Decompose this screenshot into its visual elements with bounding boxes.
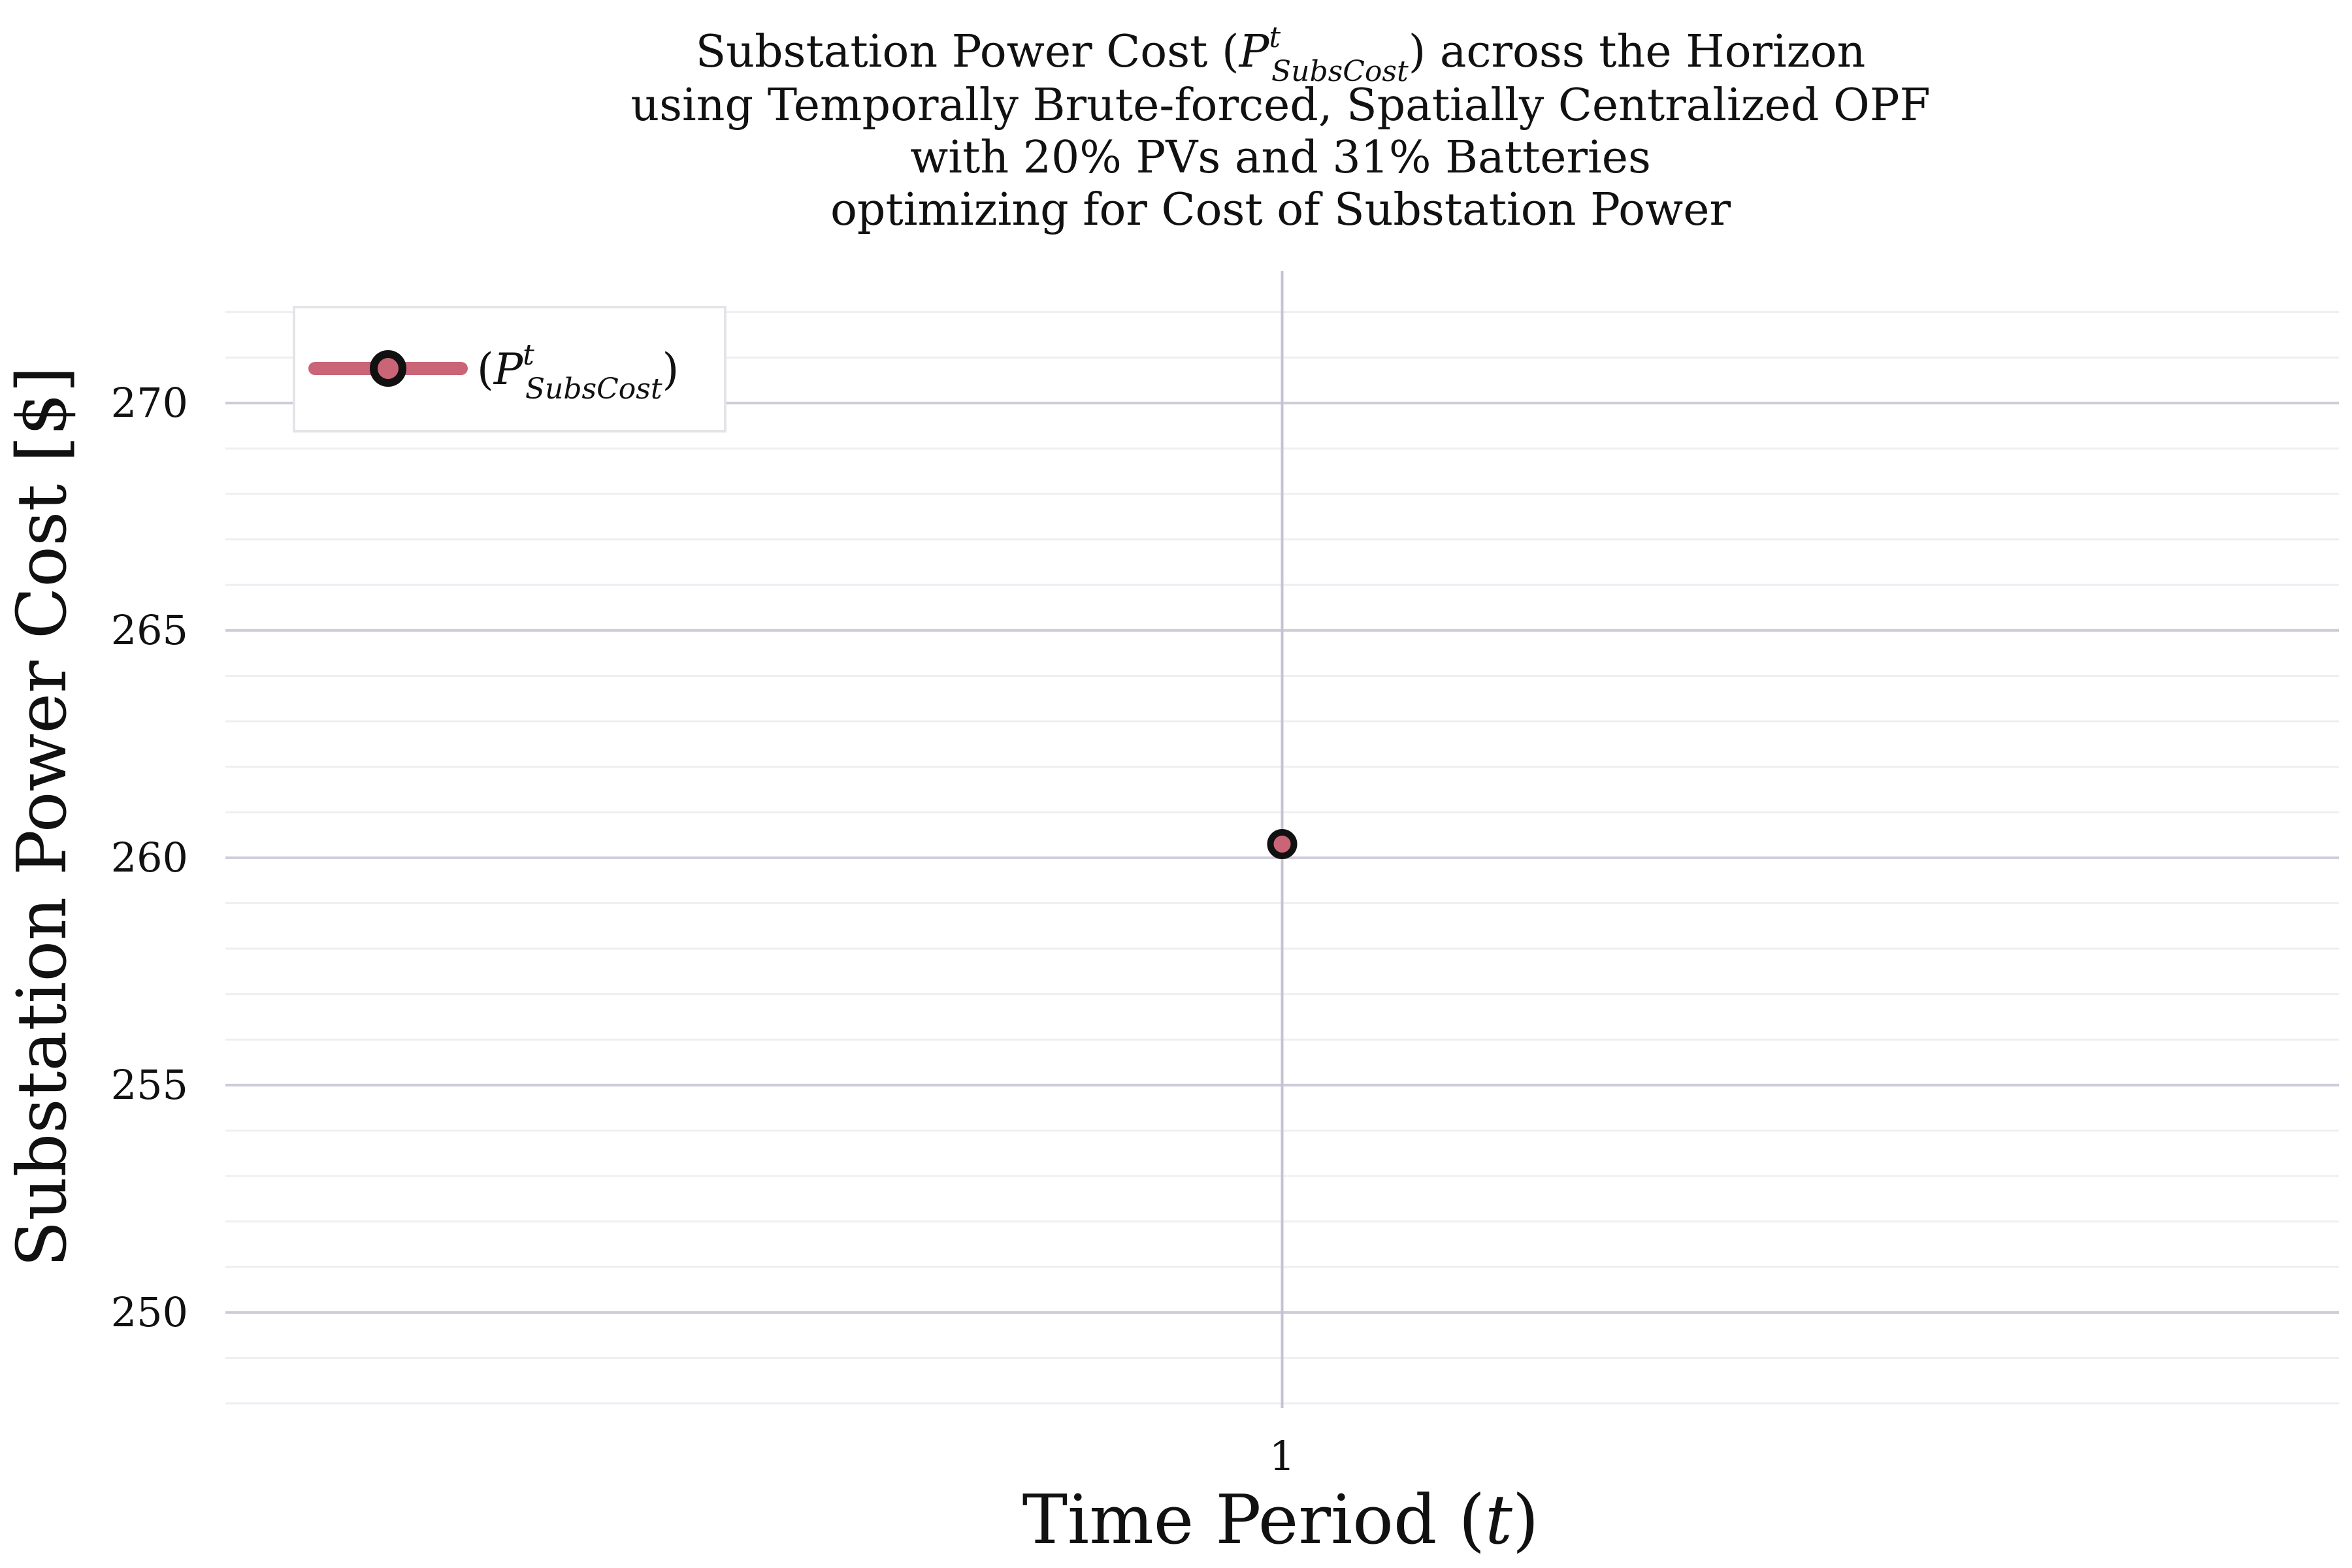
title-line-4: optimizing for Cost of Substation Power	[830, 184, 1731, 236]
title-line-1-pre: Substation Power Cost (	[696, 26, 1239, 78]
legend: (Pt SubsCost)	[293, 306, 727, 433]
chart-title: Substation Power Cost (Pt SubsCost) acros…	[630, 21, 1930, 236]
title-line-1-post: ) across the Horizon	[1409, 26, 1866, 78]
legend-symbol: P	[493, 344, 524, 395]
y-tick-label: 265	[111, 606, 188, 654]
y-axis-title: Substation Power Cost [$]	[2, 366, 82, 1267]
x-axis-title: Time Period (t)	[1022, 1480, 1539, 1560]
y-tick-labels: 250 255 260 265 270	[111, 379, 188, 1336]
x-axis-title-var: t	[1485, 1480, 1512, 1560]
legend-label-pre: (	[477, 344, 494, 395]
legend-marker-swatch	[370, 350, 406, 387]
title-line-1: Substation Power Cost (Pt SubsCost) acros…	[696, 21, 1866, 88]
legend-label-post: )	[662, 344, 679, 395]
y-tick-label: 250	[111, 1288, 188, 1336]
data-point	[1267, 828, 1298, 859]
title-superscript: t	[1269, 21, 1281, 54]
title-symbol: P	[1238, 26, 1270, 78]
legend-superscript: t	[523, 338, 534, 372]
title-line-2: using Temporally Brute-forced, Spatially…	[630, 80, 1930, 131]
x-axis-title-post: )	[1512, 1480, 1539, 1560]
x-axis-title-pre: Time Period (	[1022, 1480, 1486, 1560]
legend-subscript: SubsCost	[525, 372, 662, 406]
x-tick-labels: 1	[1269, 1432, 1295, 1480]
title-subscript: SubsCost	[1271, 55, 1409, 88]
series-layer	[1267, 828, 1298, 859]
legend-label: (Pt SubsCost)	[477, 338, 679, 406]
y-tick-label: 260	[111, 834, 188, 881]
y-tick-label: 255	[111, 1061, 188, 1109]
title-line-3: with 20% PVs and 31% Batteries	[910, 132, 1651, 184]
x-tick-label: 1	[1269, 1432, 1295, 1480]
y-tick-label: 270	[111, 379, 188, 427]
